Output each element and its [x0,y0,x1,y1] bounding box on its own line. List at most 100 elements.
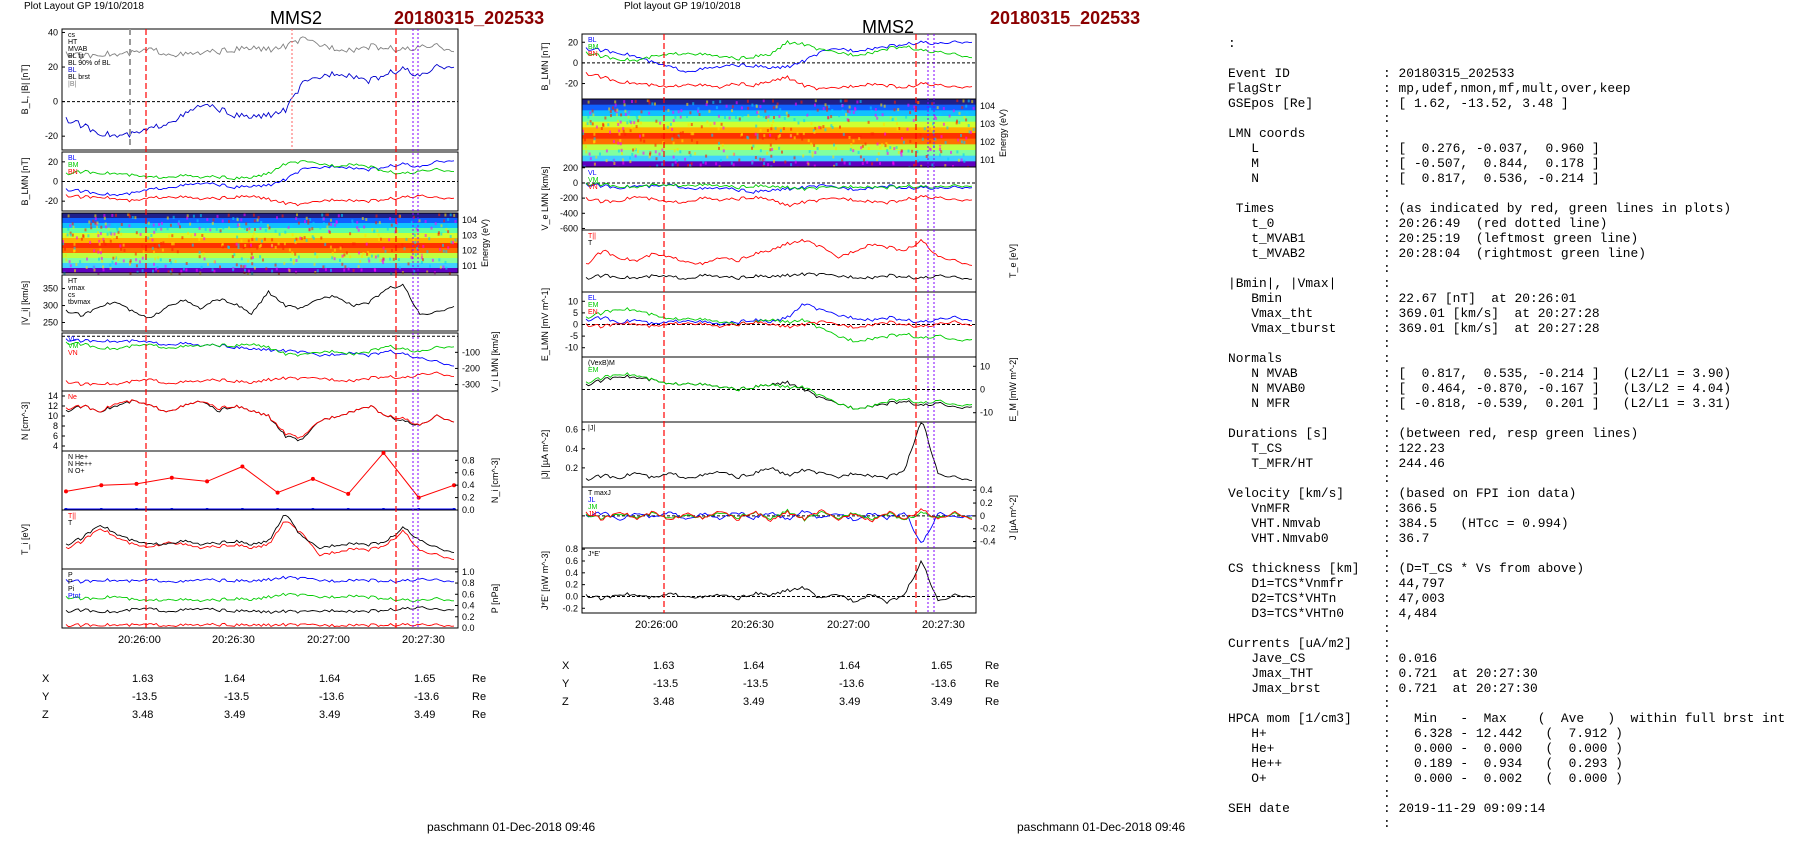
heatmap-speckle [923,127,926,131]
heatmap-speckle [421,224,424,228]
heatmap-speckle [718,146,720,150]
series-line [585,40,973,73]
legend-entry: HT [68,278,78,285]
heatmap-speckle [190,234,193,238]
tick-label: 101 [980,155,995,165]
heatmap-speckle [642,133,645,137]
heatmap-speckle [321,213,324,217]
heatmap-speckle [379,258,382,262]
heatmap-speckle [686,115,688,119]
heatmap-speckle [859,100,862,103]
heatmap-speckle [265,267,268,271]
heatmap-speckle [243,226,246,230]
heatmap-speckle [431,258,434,262]
heatmap-speckle [166,216,169,220]
legend-entry: JN [588,511,597,518]
heatmap-speckle [806,113,809,117]
heatmap-speckle [412,215,415,219]
heatmap-speckle [353,242,356,246]
summary-value: : 0.000 - 0.002 ( 0.000 ) [1383,771,1623,786]
series-line [585,40,973,62]
summary-label: Jmax_brst [1228,681,1321,696]
summary-value: : [ -0.818, -0.539, 0.201 ] (L2/L1 = 3.3… [1383,396,1732,411]
heatmap-speckle [66,233,69,237]
heatmap-speckle [341,262,344,266]
heatmap-speckle [254,228,256,231]
heatmap-speckle [734,116,737,119]
heatmap-speckle [713,121,716,125]
panel-6: 0.8 0.6 0.4 0.2 0.0 N_i [cm^-3] N He+N He++N O… [61,450,500,515]
legend-entry: T|| [68,513,76,520]
series-line [65,521,455,560]
heatmap-speckle [936,106,939,110]
heatmap-speckle [881,113,884,117]
heatmap-speckle [607,123,610,127]
heatmap-speckle [811,154,814,158]
heatmap-speckle [294,239,296,243]
heatmap-speckle [635,125,638,129]
summary-label: Durations [s] [1228,426,1329,441]
heatmap-speckle [97,272,100,276]
heatmap-speckle [907,149,910,153]
heatmap-speckle [688,151,691,155]
heatmap-speckle [584,145,587,149]
heatmap-speckle [330,268,332,272]
heatmap-speckle [244,268,246,272]
heatmap-speckle [960,140,963,144]
coord-value: 3.49 [414,709,436,721]
legend-entry: EM [588,302,599,309]
heatmap-speckle [587,100,590,104]
heatmap-speckle [929,144,932,148]
tick-label: 250 [43,318,58,328]
heatmap-speckle [970,130,972,134]
heatmap-speckle [659,121,662,125]
heatmap-speckle [689,111,692,115]
heatmap-speckle [764,109,767,113]
heatmap-speckle [958,111,961,115]
heatmap-speckle [684,157,687,161]
heatmap-speckle [367,257,370,261]
heatmap-speckle [655,119,658,123]
heatmap-speckle [863,158,865,162]
heatmap-speckle [447,218,450,221]
heatmap-speckle [708,109,711,113]
series-point [452,483,456,488]
heatmap-speckle [700,125,703,129]
heatmap-speckle [741,135,744,139]
heatmap-speckle [275,267,278,271]
summary-row: D3=TCS*VHTn0: 4,484 [1228,606,1798,621]
heatmap-speckle [381,259,384,263]
heatmap-speckle [450,240,453,244]
summary-value: : 0.721 at 20:27:30 [1383,666,1538,681]
tick-label: 40 [48,27,58,37]
heatmap-speckle [271,269,274,273]
heatmap-speckle [614,108,617,112]
heatmap-speckle [847,119,850,123]
heatmap-speckle [364,234,367,238]
panel-14: 10 0 -10 E_M [mW m^-2] (VexB)MEM [581,356,1018,423]
heatmap-speckle [295,217,298,221]
tick-label: -0.2 [980,524,996,534]
time-tick-label: 20:26:00 [118,634,161,646]
heatmap-speckle [219,265,221,269]
heatmap-speckle [848,110,851,114]
summary-label: VHT.Nmvab0 [1228,531,1329,546]
heatmap-speckle [412,237,415,241]
heatmap-speckle [185,268,188,272]
heatmap-speckle [726,155,729,159]
heatmap-speckle [667,108,670,112]
heatmap-speckle [619,139,622,143]
legend-entry: BL fit [68,53,84,60]
heatmap-speckle [105,225,108,229]
heatmap-speckle [706,120,709,124]
summary-row: Normals: [1228,351,1798,366]
tick-label: 0.8 [462,578,475,588]
heatmap-speckle [101,259,104,263]
legend-entry: VM [588,177,599,184]
heatmap-speckle [624,113,627,116]
legend-entry: BM [588,44,599,51]
heatmap-speckle [677,110,680,114]
heatmap-speckle [676,159,678,163]
heatmap-speckle [295,270,297,274]
heatmap-speckle [201,234,204,237]
